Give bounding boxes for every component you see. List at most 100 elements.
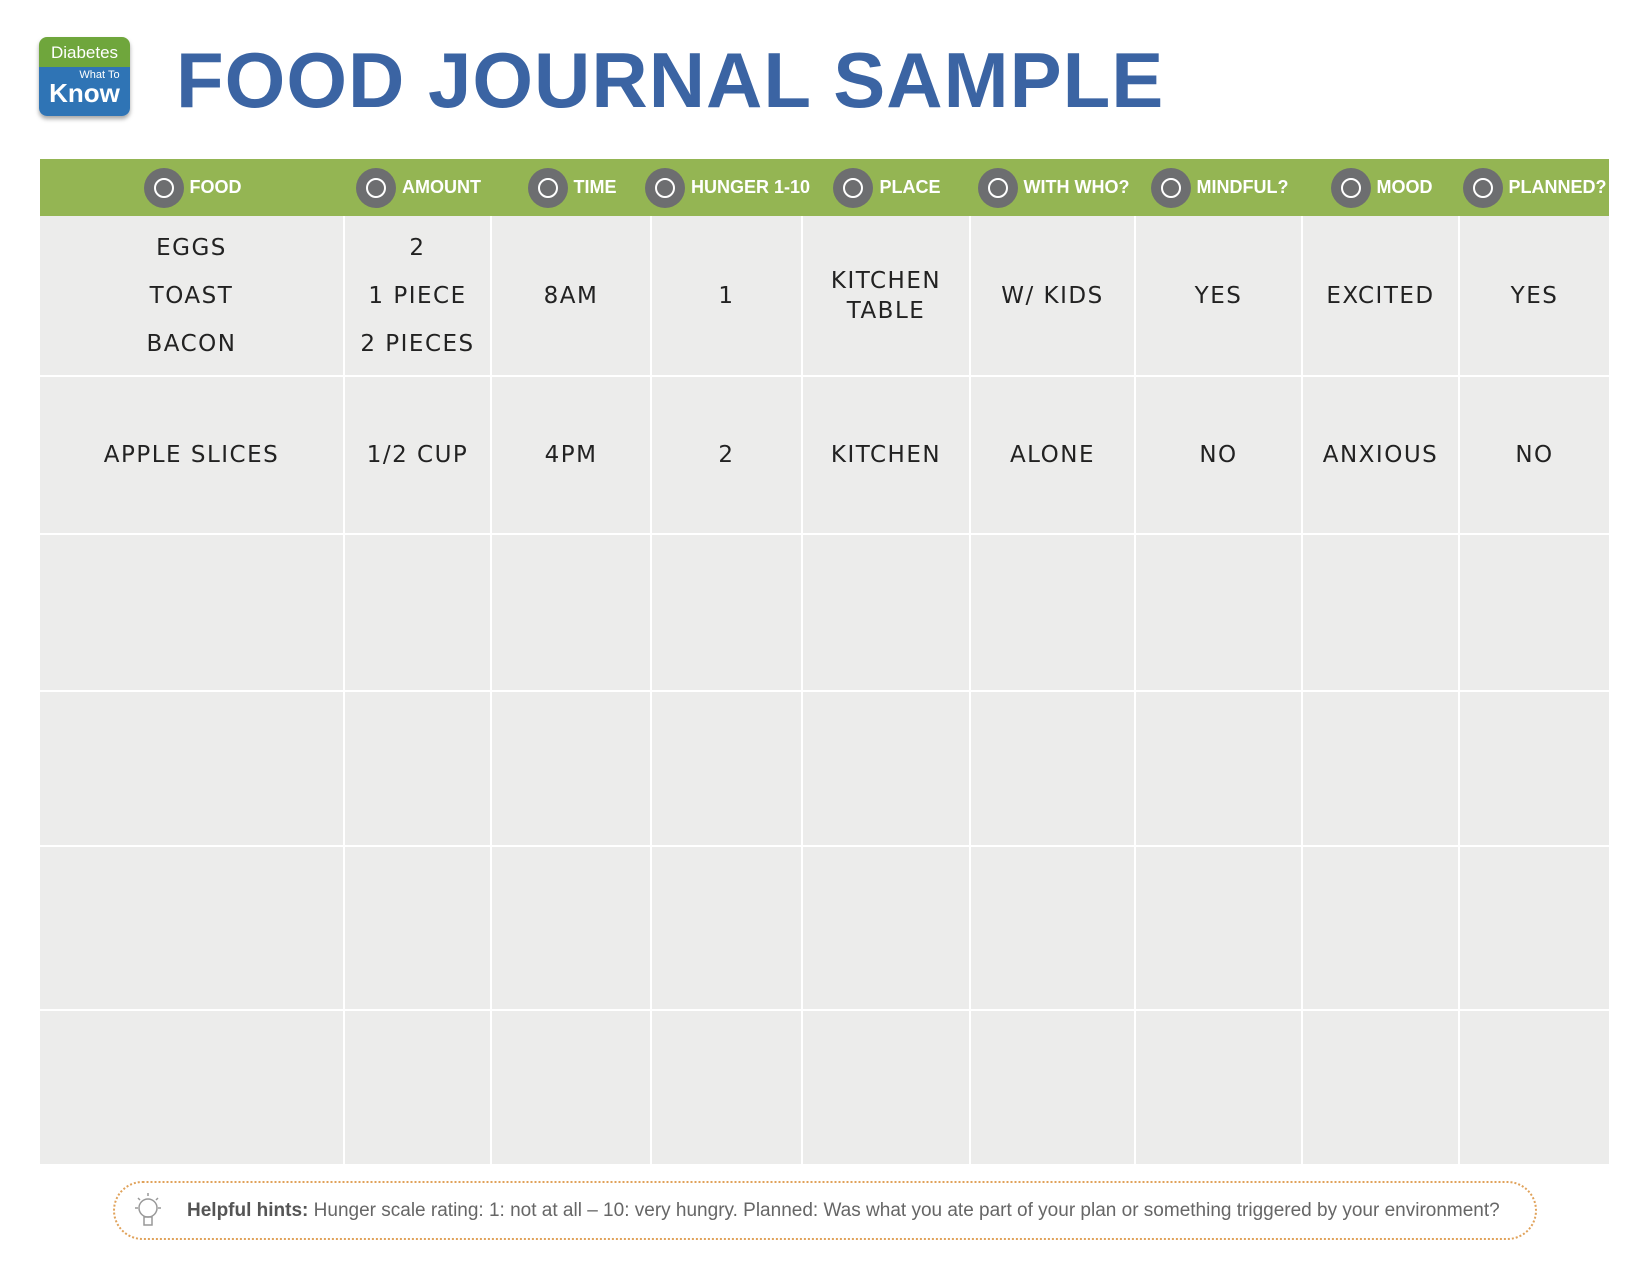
table-cell: YES xyxy=(1460,216,1609,377)
cell-text: EGGS xyxy=(156,234,227,261)
table-cell xyxy=(971,535,1136,692)
hints-box: Helpful hints: Hunger scale rating: 1: n… xyxy=(113,1181,1537,1240)
column-label: TIME xyxy=(573,177,617,197)
page-title: FOOD JOURNAL SAMPLE xyxy=(176,36,1165,124)
column-icon xyxy=(833,167,874,208)
cell-text: YES xyxy=(1510,282,1559,309)
cell-text: 1/2 CUP xyxy=(366,442,469,468)
table-cell xyxy=(803,692,971,847)
table-cell xyxy=(1460,1011,1609,1166)
column-label: WITH WHO? xyxy=(1023,177,1130,197)
icon-glyph xyxy=(987,177,1008,198)
hints-text: Hunger scale rating: 1: not at all – 10:… xyxy=(313,1199,1500,1221)
column-label: PLACE xyxy=(879,177,941,197)
icon-glyph xyxy=(366,177,386,198)
table-cell xyxy=(1303,1011,1460,1166)
column-header: FOOD xyxy=(40,159,345,216)
cell-text: KITCHEN xyxy=(830,442,942,468)
column-icon xyxy=(644,167,685,208)
table-cell xyxy=(492,847,652,1011)
cell-text: 1 xyxy=(718,282,735,309)
cell-text: ANXIOUS xyxy=(1322,442,1439,468)
table-cell xyxy=(803,1011,971,1166)
table-cell: EXCITED xyxy=(1303,216,1460,377)
cell-text: NO xyxy=(1515,442,1554,468)
cell-text: EXCITED xyxy=(1326,282,1435,309)
column-header: HUNGER 1-10 xyxy=(644,159,810,216)
cell-text: W/ KIDS xyxy=(1001,282,1104,309)
table-cell: NO xyxy=(1136,377,1303,535)
cell-text: YES xyxy=(1194,282,1243,309)
logo: Diabetes What To Know xyxy=(39,37,130,116)
table-cell xyxy=(652,692,803,847)
table-cell xyxy=(1303,847,1460,1011)
table-cell xyxy=(1460,535,1609,692)
table-cell: EGGS TOAST BACON xyxy=(40,216,345,377)
bulb-icon xyxy=(135,1193,161,1226)
column-icon xyxy=(143,167,184,208)
cell-text: APPLE SLICES xyxy=(103,442,280,468)
table-cell: ANXIOUS xyxy=(1303,377,1460,535)
cell-text: 2 xyxy=(409,234,426,261)
cell-text: KITCHEN xyxy=(830,267,942,294)
cell-text: ALONE xyxy=(1009,442,1096,468)
cell-text: 2 xyxy=(718,442,735,468)
table-cell xyxy=(345,692,492,847)
icon-glyph xyxy=(153,177,174,198)
column-label: PLANNED? xyxy=(1508,177,1607,197)
table-cell xyxy=(652,1011,803,1166)
table-cell xyxy=(492,535,652,692)
cell-text: NO xyxy=(1199,442,1238,468)
column-icon xyxy=(356,167,396,208)
table-cell xyxy=(971,847,1136,1011)
table-cell: APPLE SLICES xyxy=(40,377,345,535)
icon-glyph xyxy=(843,177,864,198)
cell-text: TOAST xyxy=(149,282,234,309)
table-cell xyxy=(40,847,345,1011)
table-cell: ALONE xyxy=(971,377,1136,535)
column-icon xyxy=(1150,167,1191,208)
column-header: PLACE xyxy=(803,159,971,216)
table-cell xyxy=(803,535,971,692)
column-header: MINDFUL? xyxy=(1136,159,1303,216)
column-header: TIME xyxy=(492,159,652,216)
column-icon xyxy=(977,167,1018,208)
table-cell xyxy=(1136,535,1303,692)
cell-text: 8AM xyxy=(543,282,599,309)
table-cell: KITCHEN xyxy=(803,377,971,535)
icon-glyph xyxy=(537,177,558,198)
column-icon xyxy=(1330,167,1371,208)
column-header: AMOUNT xyxy=(345,159,492,216)
table-cell xyxy=(971,692,1136,847)
table-cell: NO xyxy=(1460,377,1609,535)
table-cell: 2 xyxy=(652,377,803,535)
table-cell xyxy=(652,535,803,692)
logo-line: Diabetes xyxy=(50,43,119,62)
table-cell: 1 xyxy=(652,216,803,377)
table-cell xyxy=(1136,847,1303,1011)
table-cell xyxy=(345,1011,492,1166)
column-label: HUNGER 1-10 xyxy=(690,177,811,197)
table-cell xyxy=(1460,692,1609,847)
column-label: MOOD xyxy=(1376,177,1433,197)
table-cell xyxy=(492,1011,652,1166)
table-cell: 4PM xyxy=(492,377,652,535)
table-cell xyxy=(345,535,492,692)
cell-text: BACON xyxy=(146,330,237,357)
column-icon xyxy=(1462,167,1503,208)
table-cell: W/ KIDS xyxy=(971,216,1136,377)
column-header: PLANNED? xyxy=(1460,159,1609,216)
table-cell xyxy=(40,692,345,847)
column-icon xyxy=(527,167,568,208)
icon-glyph xyxy=(1340,177,1361,198)
table-cell: YES xyxy=(1136,216,1303,377)
table-cell xyxy=(1136,692,1303,847)
table-cell: KITCHEN TABLE xyxy=(803,216,971,377)
table-cell xyxy=(1460,847,1609,1011)
cell-text: 2 PIECES xyxy=(360,330,475,357)
icon-glyph xyxy=(654,177,675,198)
table-cell xyxy=(1303,535,1460,692)
logo-line: Know xyxy=(49,78,120,108)
logo-line: What To xyxy=(79,69,120,81)
table-cell xyxy=(345,847,492,1011)
